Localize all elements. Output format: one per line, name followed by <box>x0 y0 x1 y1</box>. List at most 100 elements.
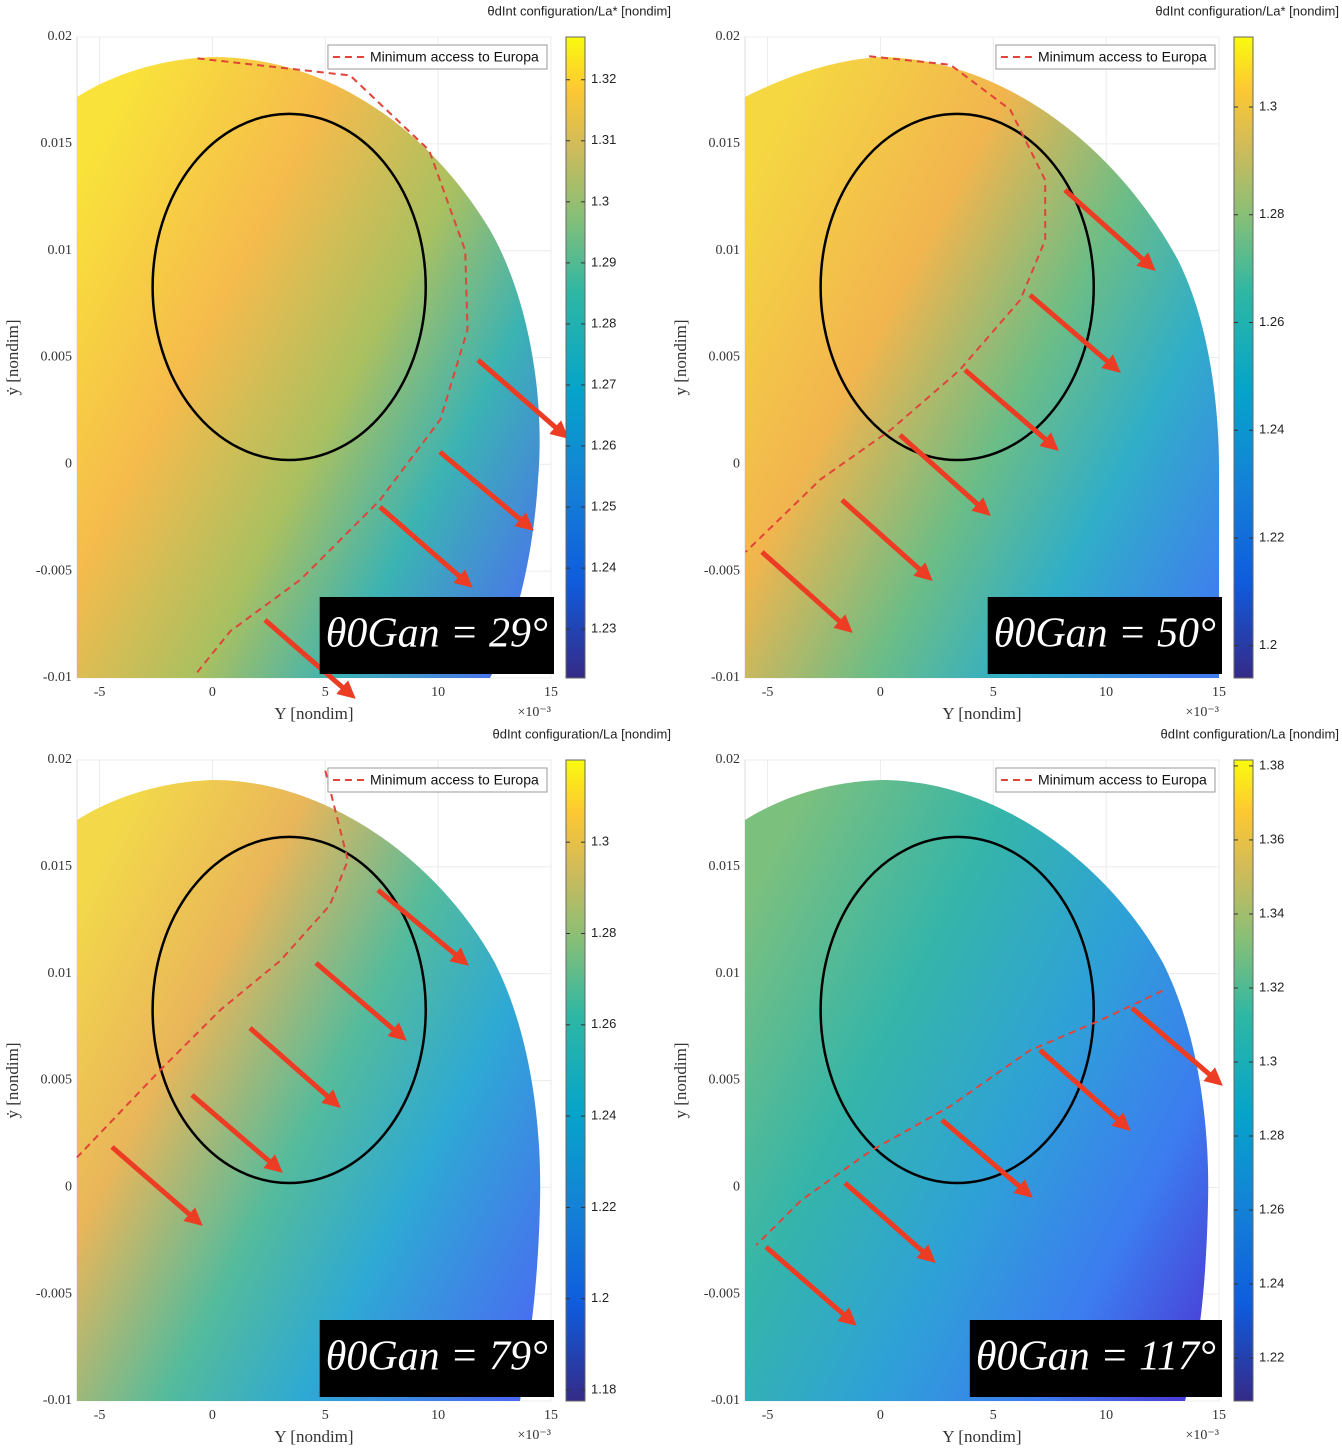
panel: -5 0 5 10 15 -0.01 -0.005 0 0.005 0.01 0.015 0.02 Y … <box>3 726 671 1445</box>
y-tick-label: 0.015 <box>41 859 73 874</box>
arrow <box>314 961 407 1041</box>
y-tick-label: 0 <box>65 457 72 472</box>
panel: -5 0 5 10 15 -0.01 -0.005 0 0.005 0.01 0.015 0.02 Y … <box>671 3 1339 722</box>
legend: Minimum access to Europa <box>327 767 548 793</box>
legend-label: Minimum access to Europa <box>1038 772 1207 788</box>
x-tick-label: 10 <box>1099 1408 1113 1423</box>
x-axis-label: Y [nondim] <box>274 704 353 723</box>
colorbar-tick-label: 1.38 <box>1259 757 1284 772</box>
heatmap-region <box>745 780 1209 1401</box>
x-tick-label: 15 <box>1212 685 1226 700</box>
colorbar-label: θdInt configuration/La* [nondim] <box>487 3 671 18</box>
y-tick-label: 0.005 <box>41 1073 73 1088</box>
legend-label: Minimum access to Europa <box>370 772 539 788</box>
x-axis-label: Y [nondim] <box>942 1427 1021 1446</box>
y-tick-label: 0 <box>733 1180 740 1195</box>
legend: Minimum access to Europa <box>327 44 548 70</box>
y-tick-label: 0.005 <box>709 1073 741 1088</box>
ellipse <box>151 835 427 1185</box>
y-axis-label: y [nondim] <box>671 319 690 395</box>
arrow <box>760 550 853 633</box>
arrow <box>378 505 473 588</box>
colorbar-tick-label: 1.3 <box>1259 1053 1277 1068</box>
colorbar <box>565 36 586 679</box>
colorbar-tick-label: 1.2 <box>1259 637 1277 652</box>
colorbar-tick-label: 1.28 <box>591 315 616 330</box>
colorbar-tick-label: 1.26 <box>1259 1201 1284 1216</box>
x-exponent: ×10⁻³ <box>518 705 551 720</box>
arrow <box>1130 1006 1223 1086</box>
colorbar-tick-label: 1.26 <box>591 1016 616 1031</box>
y-tick-label: 0.02 <box>716 752 741 767</box>
colorbar-tick-label: 1.34 <box>1259 905 1284 920</box>
y-axis-label: y [nondim] <box>671 1042 690 1118</box>
colorbar-tick-label: 1.32 <box>1259 979 1284 994</box>
y-tick-label: 0.005 <box>709 350 741 365</box>
y-tick-label: 0.01 <box>716 243 741 258</box>
colorbar-tick-label: 1.31 <box>591 132 616 147</box>
annotation: θ0Gan = 117° <box>969 1320 1222 1397</box>
y-tick-label: 0.01 <box>48 243 73 258</box>
x-tick-label: 10 <box>431 1408 445 1423</box>
x-tick-label: 5 <box>990 685 997 700</box>
colorbar-tick-label: 1.24 <box>591 560 616 575</box>
y-tick-label: 0.01 <box>48 966 73 981</box>
colorbar-tick-label: 1.18 <box>591 1381 616 1396</box>
x-tick-label: 5 <box>322 1408 329 1423</box>
y-tick-label: 0.005 <box>41 350 73 365</box>
heatmap-region <box>77 780 541 1401</box>
y-tick-label: -0.01 <box>711 1393 740 1408</box>
legend-box <box>327 767 548 793</box>
series-line <box>76 770 349 1159</box>
legend-box <box>995 767 1216 793</box>
heatmap-region <box>745 57 1219 678</box>
x-tick-label: 10 <box>431 685 445 700</box>
colorbar-tick-label: 1.24 <box>1259 422 1284 437</box>
colorbar-tick-label: 1.36 <box>1259 831 1284 846</box>
series-line <box>755 989 1163 1246</box>
y-axis-label: ẏ [nondim] <box>3 1042 22 1118</box>
colorbar-tick-label: 1.3 <box>591 193 609 208</box>
y-tick-label: -0.005 <box>704 1286 740 1301</box>
colorbar-tick-label: 1.27 <box>591 376 616 391</box>
x-tick-label: 15 <box>544 1408 558 1423</box>
legend-box <box>327 44 548 70</box>
arrow <box>263 618 356 699</box>
annotation-box <box>319 597 554 674</box>
colorbar-tick-label: 1.28 <box>1259 206 1284 221</box>
x-tick-label: 0 <box>877 685 884 700</box>
colorbar-tick-label: 1.28 <box>591 925 616 940</box>
colorbar-tick-label: 1.25 <box>591 499 616 514</box>
colorbar-label: θdInt configuration/La* [nondim] <box>1155 3 1339 18</box>
y-tick-label: -0.01 <box>43 1393 72 1408</box>
y-tick-label: 0.02 <box>716 29 741 44</box>
arrow <box>476 358 569 439</box>
arrow <box>438 450 534 531</box>
y-tick-label: 0.02 <box>48 752 73 767</box>
y-tick-label: 0.015 <box>709 136 741 151</box>
arrow <box>764 1245 857 1326</box>
arrow <box>963 368 1059 451</box>
y-axis-label: ẏ [nondim] <box>3 319 22 395</box>
x-axis-label: Y [nondim] <box>942 704 1021 723</box>
arrow <box>1038 1048 1131 1131</box>
annotation-box <box>987 597 1222 674</box>
colorbar-tick-label: 1.28 <box>1259 1127 1284 1142</box>
annotation: θ0Gan = 79° <box>319 1320 554 1397</box>
colorbar-tick-label: 1.22 <box>1259 1350 1284 1365</box>
colorbar-tick-label: 1.3 <box>591 834 609 849</box>
y-tick-label: 0 <box>733 457 740 472</box>
colorbar-tick-label: 1.32 <box>591 71 616 86</box>
legend: Minimum access to Europa <box>995 767 1216 793</box>
colorbar-tick-label: 1.3 <box>1259 98 1277 113</box>
colorbar-tick-label: 1.22 <box>1259 529 1284 544</box>
arrow <box>940 1118 1033 1198</box>
x-tick-label: 0 <box>209 685 216 700</box>
legend-box <box>995 44 1216 70</box>
x-exponent: ×10⁻³ <box>518 1428 551 1443</box>
colorbar-tick-label: 1.26 <box>1259 314 1284 329</box>
arrow <box>110 1145 203 1226</box>
legend: Minimum access to Europa <box>995 44 1216 70</box>
arrow <box>376 888 469 966</box>
